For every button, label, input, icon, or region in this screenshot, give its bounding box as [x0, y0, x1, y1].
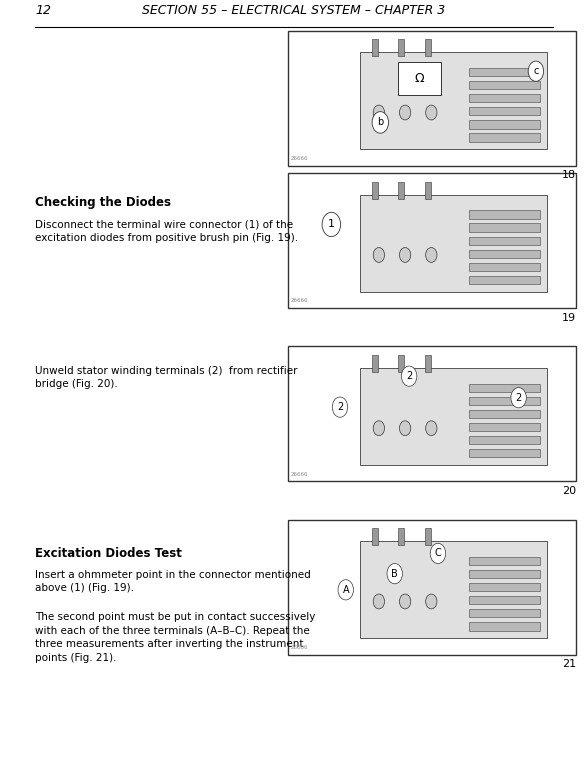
Circle shape — [528, 61, 544, 82]
Bar — [372, 39, 378, 56]
Circle shape — [387, 564, 402, 584]
Text: Unweld stator winding terminals (2)  from rectifier
bridge (Fig. 20).: Unweld stator winding terminals (2) from… — [35, 366, 298, 390]
Bar — [425, 355, 430, 372]
Text: c: c — [533, 66, 539, 76]
Text: 2: 2 — [406, 371, 412, 381]
Bar — [372, 355, 378, 372]
Text: SECTION 55 – ELECTRICAL SYSTEM – CHAPTER 3: SECTION 55 – ELECTRICAL SYSTEM – CHAPTER… — [142, 4, 446, 17]
Circle shape — [373, 594, 385, 609]
Bar — [469, 436, 540, 444]
Bar — [469, 423, 540, 431]
Bar — [469, 81, 540, 89]
Bar — [360, 368, 547, 465]
Text: A: A — [342, 585, 349, 594]
Text: 21: 21 — [562, 659, 576, 669]
Text: 18: 18 — [562, 170, 576, 180]
Text: 20: 20 — [562, 486, 576, 496]
Bar — [399, 39, 405, 56]
Text: 26666: 26666 — [291, 645, 309, 650]
Bar — [399, 528, 405, 545]
Bar — [397, 62, 441, 95]
Bar — [469, 383, 540, 392]
Text: 19: 19 — [562, 313, 576, 323]
Text: 2: 2 — [516, 393, 522, 403]
Circle shape — [373, 247, 385, 263]
Text: 12: 12 — [35, 4, 51, 17]
Bar — [469, 236, 540, 245]
Circle shape — [338, 580, 353, 600]
Bar — [469, 557, 540, 565]
Bar — [469, 583, 540, 591]
Bar — [469, 94, 540, 102]
Bar — [469, 410, 540, 418]
Circle shape — [399, 247, 411, 263]
Bar — [372, 182, 378, 199]
Bar — [425, 39, 430, 56]
Circle shape — [426, 420, 437, 436]
Bar — [399, 355, 405, 372]
Circle shape — [430, 544, 446, 564]
Bar — [469, 249, 540, 258]
Circle shape — [426, 105, 437, 120]
Bar — [469, 68, 540, 76]
Text: 26666: 26666 — [291, 156, 309, 161]
Circle shape — [399, 420, 411, 436]
Text: Checking the Diodes: Checking the Diodes — [35, 196, 171, 209]
Circle shape — [511, 387, 526, 408]
Bar — [469, 609, 540, 618]
Text: 26666: 26666 — [291, 472, 309, 477]
Circle shape — [426, 594, 437, 609]
Bar — [360, 541, 547, 638]
Bar — [469, 397, 540, 405]
Bar — [469, 223, 540, 232]
Circle shape — [402, 366, 417, 387]
Bar — [360, 195, 547, 292]
Bar — [469, 133, 540, 142]
Bar — [425, 528, 430, 545]
Text: 2: 2 — [337, 402, 343, 412]
Bar — [372, 528, 378, 545]
Circle shape — [372, 112, 389, 133]
Circle shape — [373, 420, 385, 436]
Text: b: b — [377, 118, 383, 127]
Bar — [288, 31, 576, 166]
Bar — [469, 622, 540, 631]
Circle shape — [373, 105, 385, 120]
Bar — [469, 449, 540, 457]
Circle shape — [399, 105, 411, 120]
Text: The second point must be put in contact successively
with each of the three term: The second point must be put in contact … — [35, 612, 316, 663]
Bar — [469, 263, 540, 271]
Bar — [469, 120, 540, 129]
Text: Excitation Diodes Test: Excitation Diodes Test — [35, 547, 182, 560]
Circle shape — [399, 594, 411, 609]
Text: B: B — [392, 569, 398, 578]
Circle shape — [332, 397, 348, 417]
Circle shape — [322, 213, 340, 236]
Text: 26666: 26666 — [291, 299, 309, 303]
Bar — [425, 182, 430, 199]
Text: 1: 1 — [328, 219, 335, 229]
Bar — [288, 520, 576, 654]
Bar — [288, 346, 576, 481]
Bar — [399, 182, 405, 199]
Bar — [469, 276, 540, 284]
Bar — [360, 52, 547, 149]
Bar — [469, 570, 540, 578]
Text: C: C — [435, 548, 442, 558]
Bar — [469, 596, 540, 604]
Bar — [469, 107, 540, 116]
Bar — [469, 210, 540, 219]
Text: Insert a ohmmeter point in the connector mentioned
above (1) (Fig. 19).: Insert a ohmmeter point in the connector… — [35, 570, 311, 594]
Text: Ω: Ω — [415, 72, 424, 85]
Bar — [288, 173, 576, 308]
Text: Disconnect the terminal wire connector (1) of the
excitation diodes from positiv: Disconnect the terminal wire connector (… — [35, 219, 298, 243]
Circle shape — [426, 247, 437, 263]
